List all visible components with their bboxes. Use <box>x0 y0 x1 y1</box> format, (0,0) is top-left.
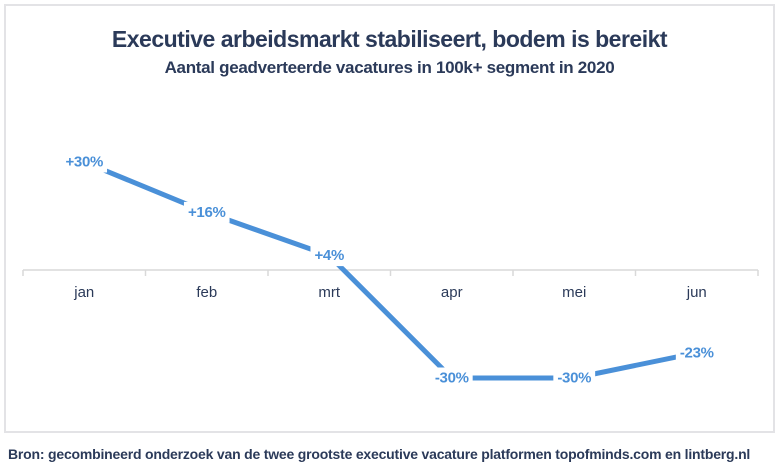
chart-title: Executive arbeidsmarkt stabiliseert, bod… <box>111 26 668 52</box>
chart-card: Executive arbeidsmarkt stabiliseert, bod… <box>4 4 775 433</box>
source-note: Bron: gecombineerd onderzoek van de twee… <box>8 446 751 462</box>
chart-subtitle: Aantal geadverteerde vacatures in 100k+ … <box>164 58 615 77</box>
